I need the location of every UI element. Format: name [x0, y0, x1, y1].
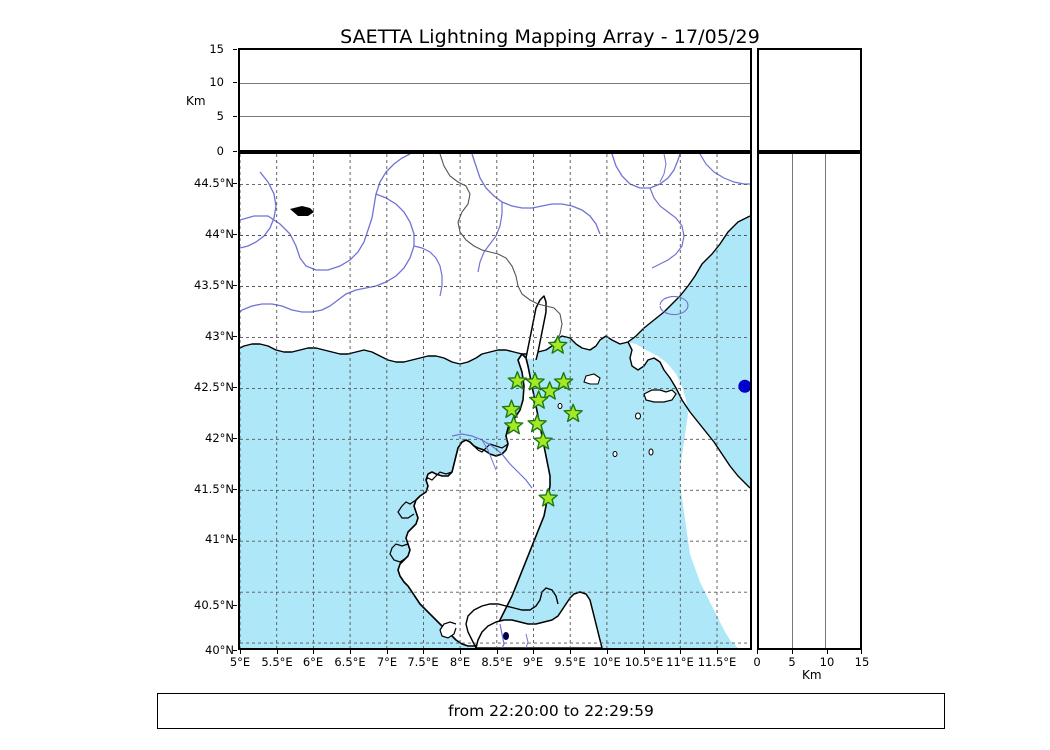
tick-lon-85: 8.5°E [481, 655, 513, 669]
tickmark-top-15 [233, 49, 237, 50]
tickmark-lat-43 [233, 336, 237, 337]
tick-lon-105: 10.5°E [624, 655, 664, 669]
station-star-4 [553, 371, 574, 391]
corner-panel [757, 48, 862, 152]
station-star-10 [527, 413, 547, 433]
station-star-12 [538, 488, 558, 507]
map-graphic [240, 154, 750, 648]
tick-right-5: 5 [788, 655, 796, 669]
tickmark-lat-44 [233, 234, 237, 235]
tickmark-top-10 [233, 82, 237, 83]
tick-top-15: 15 [209, 42, 224, 56]
map-panel[interactable] [238, 152, 752, 650]
tickmark-lat-405 [233, 605, 237, 606]
tickmark-lon-11 [680, 650, 681, 654]
station-star-11 [533, 431, 553, 450]
tick-right-15: 15 [854, 655, 870, 669]
tick-lon-75: 7.5°E [407, 655, 439, 669]
station-star-7 [528, 390, 549, 409]
tickmark-lat-435 [233, 285, 237, 286]
tick-lat-44: 44°N [205, 227, 234, 241]
station-star-1 [548, 335, 568, 354]
tick-top-0: 0 [216, 144, 224, 158]
tickmark-lon-6 [313, 650, 314, 654]
gridline-alt-10-right [825, 154, 826, 648]
tickmark-top-0 [233, 151, 237, 152]
tick-lon-10: 10°E [593, 655, 621, 669]
tick-lon-9: 9°E [522, 655, 544, 669]
time-range-text: from 22:20:00 to 22:29:59 [448, 702, 654, 720]
tickmark-top-5 [233, 116, 237, 117]
tick-lon-6: 6°E [302, 655, 324, 669]
tickmark-lat-415 [233, 489, 237, 490]
altitude-latitude-panel [757, 152, 862, 650]
station-star-2 [507, 370, 528, 390]
right-panel-axis-label: Km [802, 668, 822, 682]
tick-lat-43: 43°N [205, 329, 234, 343]
tickmark-right-5 [792, 650, 793, 654]
gridline-alt-10 [240, 83, 750, 84]
tick-lon-8: 8°E [449, 655, 471, 669]
altitude-longitude-panel [238, 48, 752, 152]
tick-lat-41: 41°N [205, 532, 234, 546]
tick-lon-55: 5.5°E [261, 655, 293, 669]
tickmark-lat-425 [233, 387, 237, 388]
tickmark-lon-105 [644, 650, 645, 654]
station-star-9 [503, 415, 524, 435]
tickmark-lon-75 [423, 650, 424, 654]
tickmark-lon-5 [240, 650, 241, 654]
tick-lat-435: 43.5°N [194, 278, 234, 292]
tickmark-lon-65 [350, 650, 351, 654]
tick-lat-415: 41.5°N [194, 482, 234, 496]
tick-top-10: 10 [209, 75, 224, 89]
station-star-8 [563, 403, 583, 423]
tickmark-lon-10 [607, 650, 608, 654]
source-markers [738, 379, 750, 393]
tickmark-lon-55 [277, 650, 278, 654]
tick-lon-11: 11°E [666, 655, 694, 669]
station-star-3 [525, 371, 545, 391]
tick-lon-95: 9.5°E [554, 655, 586, 669]
tickmark-lat-42 [233, 438, 237, 439]
tickmark-lon-7 [387, 650, 388, 654]
tickmark-lon-85 [497, 650, 498, 654]
top-panel-axis-label: Km [186, 94, 206, 108]
tick-lat-405: 40.5°N [194, 598, 234, 612]
station-star-6 [501, 399, 522, 419]
tick-lon-7: 7°E [376, 655, 398, 669]
tick-lat-445: 44.5°N [194, 176, 234, 190]
station-markers [501, 335, 583, 507]
page-title: SAETTA Lightning Mapping Array - 17/05/2… [340, 26, 760, 48]
tick-lat-40: 40°N [205, 643, 234, 657]
tick-top-5: 5 [216, 109, 224, 123]
tickmark-lon-95 [570, 650, 571, 654]
tickmark-lon-115 [717, 650, 718, 654]
tick-lon-115: 11.5°E [697, 655, 737, 669]
gridline-alt-5-right [792, 154, 793, 648]
tick-lat-42: 42°N [205, 431, 234, 445]
tickmark-lon-9 [533, 650, 534, 654]
time-range-box: from 22:20:00 to 22:29:59 [157, 693, 945, 729]
tick-right-10: 10 [819, 655, 835, 669]
tick-lon-5: 5°E [229, 655, 251, 669]
tickmark-lon-8 [460, 650, 461, 654]
tickmark-lat-41 [233, 539, 237, 540]
tick-lon-65: 6.5°E [334, 655, 366, 669]
gridline-alt-5 [240, 116, 750, 117]
lightning-source-1 [738, 379, 750, 393]
tickmark-right-10 [827, 650, 828, 654]
tick-lat-425: 42.5°N [194, 380, 234, 394]
tickmark-lat-40 [233, 650, 237, 651]
station-star-5 [539, 381, 560, 400]
tickmark-right-0 [757, 650, 758, 654]
tickmark-right-15 [861, 650, 862, 654]
tickmark-lat-445 [233, 183, 237, 184]
tick-right-0: 0 [753, 655, 761, 669]
